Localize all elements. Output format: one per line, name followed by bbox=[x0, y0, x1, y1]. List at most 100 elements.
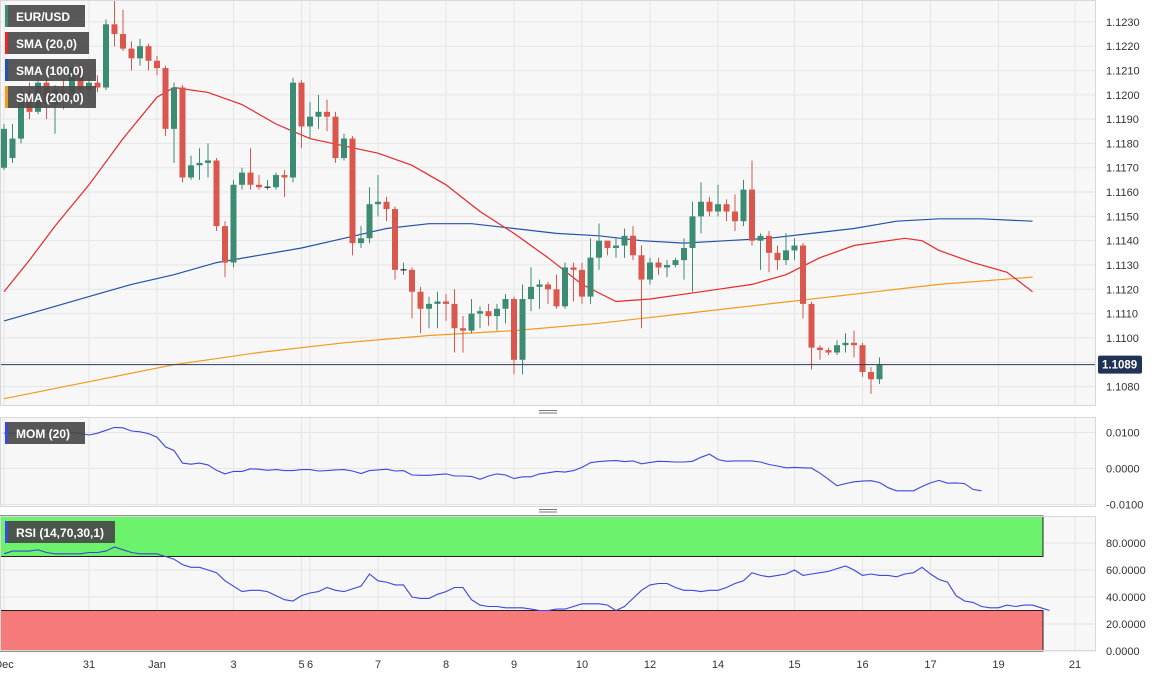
candle bbox=[264, 179, 271, 190]
candle bbox=[868, 367, 874, 394]
candle bbox=[859, 342, 866, 377]
candle-body bbox=[332, 116, 339, 159]
candle-body bbox=[9, 138, 16, 159]
candle-body bbox=[638, 255, 645, 280]
candle-body bbox=[307, 116, 313, 127]
last-price-tag: 1.1089 bbox=[1098, 355, 1142, 374]
x-tick-label: 10 bbox=[576, 659, 588, 671]
rsi-line bbox=[3, 546, 1050, 612]
price-y-tick-label: 1.1220 bbox=[1106, 41, 1140, 53]
candle-body bbox=[596, 240, 602, 258]
candle bbox=[494, 303, 500, 331]
candle-body bbox=[664, 264, 670, 268]
candle-body bbox=[477, 311, 483, 314]
candle-body bbox=[383, 201, 390, 210]
candle bbox=[120, 9, 126, 52]
candle bbox=[434, 291, 441, 329]
price-y-tick-label: 1.1230 bbox=[1106, 17, 1140, 29]
candle bbox=[154, 55, 160, 76]
legend-sma20-swatch bbox=[5, 32, 8, 54]
legend-sma100-swatch bbox=[5, 59, 8, 81]
candle-body bbox=[791, 245, 798, 251]
candle bbox=[808, 301, 815, 370]
candle-body bbox=[358, 238, 364, 244]
candle bbox=[502, 294, 509, 324]
candle bbox=[281, 170, 288, 197]
candle-body bbox=[689, 216, 696, 248]
candle-body bbox=[349, 138, 356, 244]
rsi-y-tick-label: 20.0000 bbox=[1106, 619, 1146, 631]
candle-body bbox=[281, 175, 288, 178]
candle-body bbox=[621, 235, 628, 246]
candle-body bbox=[145, 46, 152, 61]
candle-body bbox=[128, 48, 135, 59]
candle-body bbox=[868, 371, 874, 380]
candle-body bbox=[587, 257, 594, 297]
candle-body bbox=[392, 209, 398, 270]
candle bbox=[111, 0, 118, 47]
candle bbox=[681, 238, 687, 280]
candle-body bbox=[570, 267, 577, 270]
candle-body bbox=[230, 184, 237, 263]
candle bbox=[392, 206, 398, 280]
x-tick-label: 6 bbox=[307, 659, 313, 671]
candle bbox=[324, 99, 330, 132]
candle-body bbox=[757, 235, 764, 241]
candle bbox=[834, 340, 840, 355]
candle bbox=[290, 77, 296, 183]
candle bbox=[638, 245, 645, 329]
x-tick-label: 16 bbox=[856, 659, 868, 671]
candle-body bbox=[494, 308, 500, 317]
candle-body bbox=[808, 303, 815, 348]
price-y-tick-label: 1.1100 bbox=[1106, 333, 1139, 345]
candle bbox=[562, 262, 568, 309]
candle bbox=[613, 238, 619, 258]
candle bbox=[145, 43, 152, 71]
candle-body bbox=[196, 162, 203, 166]
candle-body bbox=[851, 342, 857, 346]
candle bbox=[511, 296, 517, 375]
legend-sma200[interactable]: SMA (200,0) bbox=[5, 86, 96, 108]
candle bbox=[740, 179, 747, 227]
momentum-line bbox=[4, 426, 982, 492]
candle-body bbox=[171, 87, 177, 129]
candle-body bbox=[324, 111, 330, 117]
legend-symbol[interactable]: EUR/USD bbox=[5, 5, 85, 27]
legend-rsi-label: RSI (14,70,30,1) bbox=[16, 526, 104, 540]
candle bbox=[443, 294, 449, 321]
last-price-label: 1.1089 bbox=[1102, 360, 1137, 372]
candle bbox=[630, 226, 636, 261]
candle bbox=[171, 82, 177, 163]
candle-body bbox=[409, 269, 415, 292]
legend-sma100[interactable]: SMA (100,0) bbox=[5, 59, 96, 81]
panel-border bbox=[0, 0, 1096, 406]
candle bbox=[426, 296, 432, 329]
candle bbox=[706, 196, 713, 217]
legend-sma20[interactable]: SMA (20,0) bbox=[5, 32, 89, 54]
candle bbox=[842, 333, 849, 353]
price-y-tick-label: 1.1170 bbox=[1106, 163, 1139, 175]
candle-body bbox=[137, 46, 143, 59]
candle-body bbox=[630, 235, 636, 256]
legend-symbol-swatch bbox=[5, 5, 8, 27]
mom-resize-handle[interactable] bbox=[538, 409, 558, 415]
candle bbox=[451, 289, 458, 353]
legend-rsi[interactable]: RSI (14,70,30,1) bbox=[5, 521, 115, 543]
price-y-tick-label: 1.1210 bbox=[1106, 66, 1140, 78]
price-y-tick-label: 1.1080 bbox=[1106, 382, 1140, 394]
legend-mom[interactable]: MOM (20) bbox=[5, 422, 85, 444]
candle bbox=[664, 260, 670, 278]
candle-body bbox=[842, 342, 849, 346]
candle bbox=[162, 65, 169, 137]
candle bbox=[825, 347, 832, 355]
legend-sma100-label: SMA (100,0) bbox=[16, 64, 84, 78]
candle bbox=[383, 196, 390, 222]
candle-body bbox=[451, 303, 458, 329]
candle bbox=[205, 143, 211, 178]
candle bbox=[247, 148, 254, 190]
price-y-tick-label: 1.1120 bbox=[1106, 284, 1139, 296]
rsi-resize-handle[interactable] bbox=[538, 508, 558, 514]
candle-body bbox=[766, 235, 772, 253]
candle-body bbox=[247, 172, 254, 185]
candle bbox=[256, 175, 262, 190]
